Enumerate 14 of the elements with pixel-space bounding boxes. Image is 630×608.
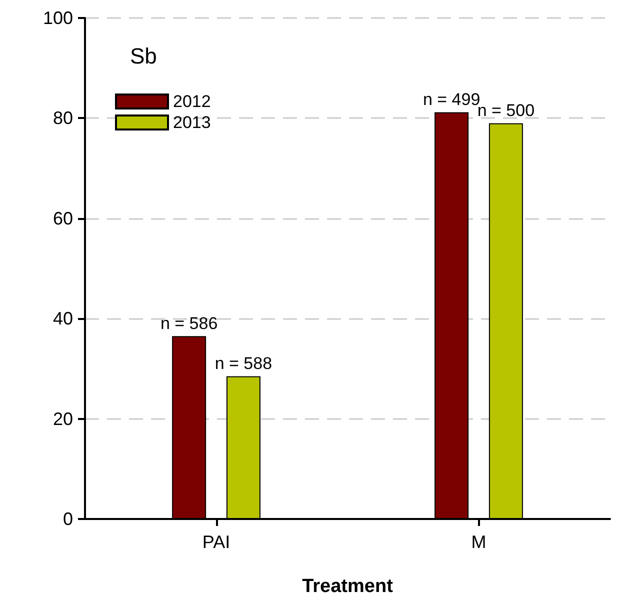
annotation: n = 586 <box>160 314 218 334</box>
y-tick-label: 100 <box>42 8 73 28</box>
y-tick-label: 20 <box>52 408 73 429</box>
x-axis-title: Treatment <box>302 576 394 597</box>
legend-label: 2012 <box>173 92 211 111</box>
y-tick-label: 40 <box>52 308 73 329</box>
legend-label: 2013 <box>173 113 211 132</box>
y-tick-label: 0 <box>62 509 73 529</box>
x-tick-label: PAI <box>202 532 230 552</box>
y-tick-label: 60 <box>52 208 73 228</box>
x-tick-label: M <box>471 532 486 552</box>
text: Sb <box>130 44 157 68</box>
annotation: n = 588 <box>214 354 272 374</box>
y-tick-label: 80 <box>52 108 73 128</box>
